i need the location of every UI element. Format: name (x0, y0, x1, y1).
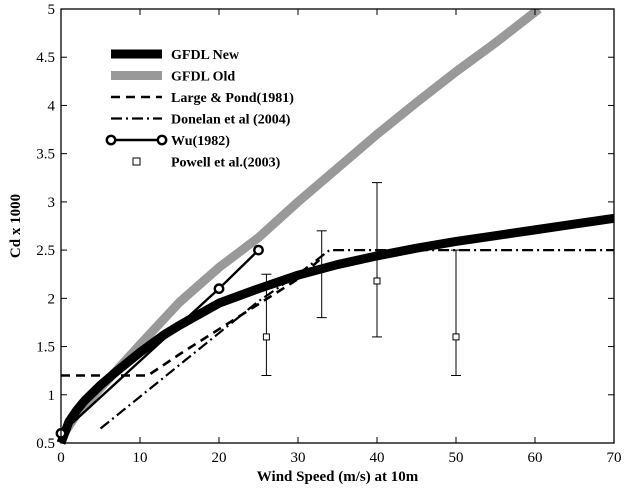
y-tick-label: 4.5 (36, 50, 55, 66)
x-tick-label: 60 (528, 450, 543, 466)
donelan-et-al-2004-line (99, 249, 614, 430)
wu-1982-line (60, 249, 260, 435)
y-tick-label: 1.5 (36, 340, 55, 356)
x-tick-label: 10 (133, 450, 148, 466)
wu-1982-point (213, 283, 225, 295)
axes-frame (60, 8, 615, 444)
ticks-layer: 0 10 20 30 40 50 60 70 0.5 1 1.5 2 2.5 3 3.5 4 4.5 5 (36, 2, 621, 466)
legend-marker-wu-1982 (105, 134, 117, 146)
legend: GFDL New GFDL Old Large & Pond(1981) Donela… (105, 48, 294, 171)
large-pond-1981-line (61, 256, 323, 377)
x-tick-label: 20 (212, 450, 227, 466)
y-axis-label: Cd x 1000 (8, 194, 24, 258)
x-tick-label: 0 (57, 450, 65, 466)
y-tick-label: 3.5 (36, 147, 55, 163)
legend-swatch-powell-et-al-2003 (132, 157, 141, 166)
powell-et-al-2003-point (373, 277, 381, 285)
legend-label-large-pond-1981: Large & Pond(1981) (171, 91, 294, 106)
powell-et-al-2003-point (452, 333, 460, 341)
x-tick-label: 70 (607, 450, 622, 466)
x-tick-label: 40 (370, 450, 385, 466)
legend-label-gfdl-new: GFDL New (171, 48, 240, 63)
legend-label-gfdl-old: GFDL Old (171, 70, 235, 85)
wu-1982-point (253, 244, 264, 256)
y-tick-label: 1 (48, 388, 56, 404)
legend-label-donelan-et-al-2004: Donelan et al (2004) (171, 113, 291, 128)
y-tick-label: 4 (48, 98, 56, 114)
x-axis-label: Wind Speed (m/s) at 10m (257, 469, 419, 485)
legend-label-powell-et-al-2003: Powell et al.(2003) (171, 156, 281, 171)
y-tick-label: 5 (48, 2, 56, 18)
x-tick-label: 30 (291, 450, 306, 466)
y-tick-label: 3 (48, 195, 56, 211)
legend-marker-wu-1982 (156, 134, 168, 146)
x-tick-label: 50 (449, 450, 464, 466)
y-tick-label: 2 (48, 291, 56, 307)
series-layer (55, 9, 614, 445)
legend-label-wu-1982: Wu(1982) (171, 134, 230, 149)
y-tick-label: 2.5 (36, 243, 55, 259)
gfdl-new-line (56, 213, 614, 445)
y-tick-label: 0.5 (36, 436, 55, 452)
powell-et-al-2003-point (262, 333, 270, 341)
